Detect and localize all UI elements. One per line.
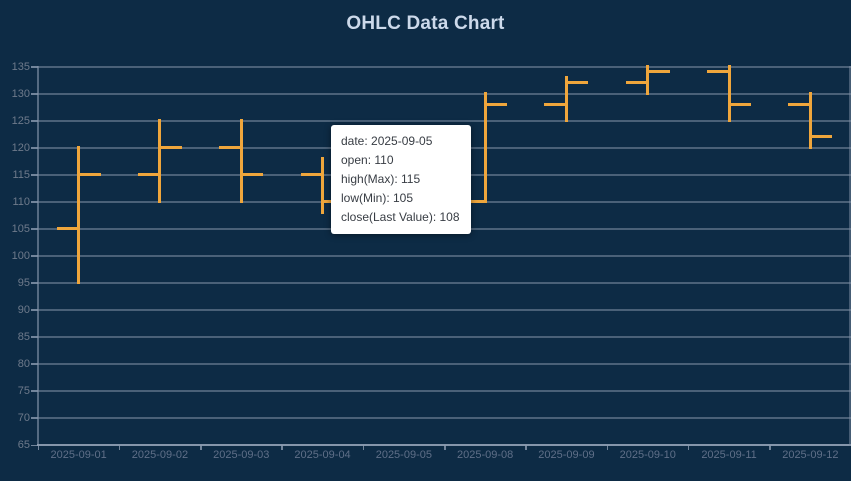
x-axis-tick xyxy=(281,445,283,450)
x-axis-tick xyxy=(200,445,202,450)
y-axis-tick xyxy=(31,336,38,338)
x-axis-label: 2025-09-01 xyxy=(50,449,107,461)
y-axis-tick xyxy=(31,363,38,365)
x-axis-label: 2025-09-11 xyxy=(701,449,757,461)
x-axis-tick xyxy=(687,445,690,450)
tooltip: date: 2025-09-05 open: 110 high(Max): 11… xyxy=(331,125,471,234)
ohlc-open-tick-2025-09-01[interactable] xyxy=(56,227,79,231)
y-axis-label: 95 xyxy=(17,276,30,289)
y-axis-line xyxy=(36,65,39,446)
y-axis-tick xyxy=(31,147,38,149)
y-axis-tick xyxy=(31,309,38,311)
y-axis-label: 65 xyxy=(17,439,30,451)
y-axis-label: 80 xyxy=(17,357,30,370)
x-axis-label: 2025-09-09 xyxy=(538,449,595,461)
y-axis-tick xyxy=(31,444,38,446)
y-axis-tick xyxy=(31,174,38,176)
x-axis-label: 2025-09-03 xyxy=(213,449,270,461)
gridline xyxy=(37,335,851,338)
y-axis-label: 70 xyxy=(17,411,30,424)
tooltip-line-open: open: 110 xyxy=(341,153,394,167)
y-axis-label: 135 xyxy=(11,60,30,73)
x-axis-label: 2025-09-02 xyxy=(131,449,189,461)
tooltip-line-high: high(Max): 115 xyxy=(341,172,421,186)
y-axis-tick xyxy=(31,282,38,284)
ohlc-bar-2025-09-11[interactable] xyxy=(727,65,731,123)
gridline xyxy=(37,92,851,95)
gridline xyxy=(37,362,851,365)
x-axis-line xyxy=(36,444,851,446)
y-axis-label: 130 xyxy=(11,87,30,100)
gridline xyxy=(37,416,851,419)
y-axis-label: 90 xyxy=(17,303,30,316)
ohlc-close-tick-2025-09-09[interactable] xyxy=(566,81,589,85)
ohlc-open-tick-2025-09-08[interactable] xyxy=(463,200,486,204)
y-axis-label: 110 xyxy=(12,195,30,208)
x-axis-label: 2025-09-12 xyxy=(782,449,839,461)
y-axis-tick xyxy=(31,66,38,68)
ohlc-bar-2025-09-08[interactable] xyxy=(483,92,487,204)
ohlc-bar-2025-09-01[interactable] xyxy=(77,146,81,285)
ohlc-open-tick-2025-09-03[interactable] xyxy=(219,146,242,150)
ohlc-bar-2025-09-03[interactable] xyxy=(239,119,243,204)
y-axis-label: 125 xyxy=(11,114,30,127)
y-axis-tick xyxy=(31,201,38,203)
ohlc-bar-2025-09-12[interactable] xyxy=(808,92,812,150)
gridline xyxy=(37,254,851,257)
y-axis-tick xyxy=(31,228,38,230)
x-axis-tick xyxy=(444,445,446,450)
ohlc-close-tick-2025-09-01[interactable] xyxy=(78,173,101,177)
x-axis-label: 2025-09-04 xyxy=(294,449,351,461)
x-axis-tick xyxy=(525,445,527,450)
y-axis-label: 120 xyxy=(11,141,30,154)
x-axis-tick xyxy=(37,445,39,450)
x-axis-label: 2025-09-10 xyxy=(619,449,676,461)
ohlc-open-tick-2025-09-09[interactable] xyxy=(544,102,567,106)
y-axis-label: 100 xyxy=(11,249,30,262)
right-edge-line xyxy=(849,65,851,446)
ohlc-open-tick-2025-09-12[interactable] xyxy=(788,102,811,106)
y-axis-label: 85 xyxy=(17,330,30,343)
gridline xyxy=(37,281,851,284)
ohlc-close-tick-2025-09-11[interactable] xyxy=(729,102,752,106)
ohlc-bar-2025-09-02[interactable] xyxy=(158,119,162,204)
ohlc-open-tick-2025-09-02[interactable] xyxy=(137,173,160,177)
ohlc-close-tick-2025-09-08[interactable] xyxy=(485,102,508,106)
y-axis-tick xyxy=(31,93,38,95)
ohlc-open-tick-2025-09-10[interactable] xyxy=(625,81,648,85)
chart-title: OHLC Data Chart xyxy=(346,13,505,34)
ohlc-bar-2025-09-09[interactable] xyxy=(564,75,568,123)
ohlc-close-tick-2025-09-02[interactable] xyxy=(159,146,182,150)
ohlc-bar-2025-09-10[interactable] xyxy=(646,65,650,96)
ohlc-open-tick-2025-09-11[interactable] xyxy=(707,70,730,74)
x-axis-tick xyxy=(362,445,365,450)
ohlc-close-tick-2025-09-12[interactable] xyxy=(810,135,833,139)
x-axis-label: 2025-09-08 xyxy=(457,449,514,461)
y-axis-tick xyxy=(31,120,38,122)
y-axis-tick xyxy=(31,255,38,257)
y-axis-label: 75 xyxy=(17,384,30,397)
x-axis-tick xyxy=(118,445,121,450)
y-axis-tick xyxy=(31,390,38,392)
tooltip-line-date: date: 2025-09-05 xyxy=(341,134,433,148)
x-axis-label: 2025-09-05 xyxy=(375,449,432,461)
ohlc-open-tick-2025-09-04[interactable] xyxy=(300,173,323,177)
ohlc-bar-2025-09-04[interactable] xyxy=(321,156,325,214)
x-axis-tick xyxy=(606,445,609,450)
gridline xyxy=(37,65,851,68)
y-axis-label: 105 xyxy=(11,222,30,235)
x-axis-tick xyxy=(769,445,771,450)
tooltip-line-close: close(Last Value): 108 xyxy=(341,210,460,224)
ohlc-close-tick-2025-09-10[interactable] xyxy=(647,70,670,74)
tooltip-line-low: low(Min): 105 xyxy=(341,191,414,205)
ohlc-close-tick-2025-09-03[interactable] xyxy=(241,173,264,177)
gridline xyxy=(37,308,851,311)
y-axis-label: 115 xyxy=(12,168,30,181)
gridline xyxy=(37,119,851,122)
gridline xyxy=(37,389,851,392)
y-axis-tick xyxy=(31,417,38,419)
